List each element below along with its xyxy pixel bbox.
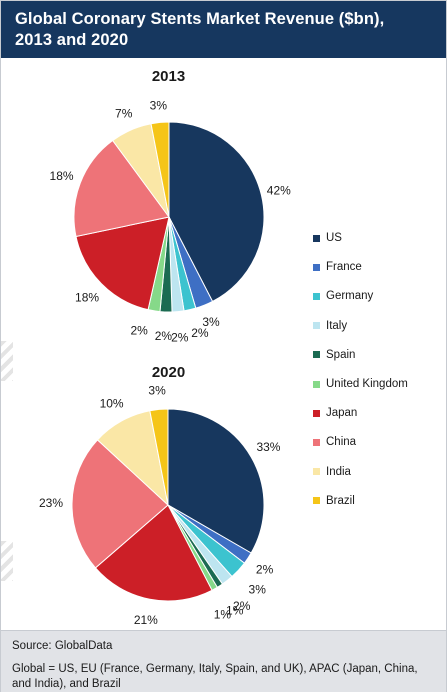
legend-item: Italy <box>313 319 347 333</box>
legend-item: Spain <box>313 348 355 362</box>
legend-swatch <box>313 409 320 417</box>
pie-label: 1% <box>214 607 232 621</box>
pie-label: 3% <box>150 99 168 113</box>
pie-label: 2% <box>233 599 251 613</box>
source-text: Source: GlobalData <box>12 640 113 652</box>
header-banner: Global Coronary Stents Market Revenue ($… <box>1 1 446 58</box>
decorative-hatch <box>1 341 13 381</box>
legend-swatch <box>313 292 320 300</box>
pie-label: 21% <box>134 613 158 627</box>
pie-label: 23% <box>39 496 63 510</box>
pie-slice-2020-brazil <box>149 408 169 506</box>
legend-label: Italy <box>326 319 348 332</box>
pie-label: 42% <box>267 183 291 197</box>
legend-item: United Kingdom <box>313 377 408 391</box>
pie-label: 2% <box>130 324 148 338</box>
legend-label: Germany <box>326 290 374 303</box>
pie-label: 3% <box>249 583 267 597</box>
pie-title-2013: 2013 <box>151 68 186 85</box>
legend-swatch <box>313 263 320 271</box>
legend-label: Japan <box>326 407 358 420</box>
footnote-text: Global = US, EU (France, Germany, Italy,… <box>12 663 418 690</box>
pie-label: 18% <box>50 169 74 183</box>
pie-slice-2020-us <box>167 408 265 554</box>
pie-slice-2020-china <box>71 439 169 569</box>
legend-label: Brazil <box>326 494 355 507</box>
legend-label: Spain <box>326 348 356 361</box>
pie-slice-2013-japan <box>75 216 170 311</box>
legend-item: Japan <box>313 406 357 420</box>
footer: Source: GlobalData Global = US, EU (Fran… <box>1 630 446 692</box>
pie-label: 2% <box>155 329 173 343</box>
pie-slice-2020-japan <box>94 504 213 602</box>
legend-item: France <box>313 260 362 274</box>
pie-title-2020: 2020 <box>151 364 186 381</box>
pie-slice-2013-brazil <box>150 121 170 218</box>
legend-swatch <box>313 438 320 446</box>
legend-item: US <box>313 231 342 245</box>
pie-slice-2013-china <box>73 139 170 238</box>
pie-label: 1% <box>226 604 244 618</box>
legend-item: China <box>313 435 356 449</box>
pie-label: 2% <box>171 330 189 344</box>
legend-label: France <box>326 261 362 274</box>
pie-label: 7% <box>115 106 133 120</box>
title-line-2: 2013 and 2020 <box>15 31 129 49</box>
pie-charts: 42%3%2%2%2%2%18%18%7%3%33%2%3%2%1%1%21%2… <box>39 99 291 627</box>
legend-swatch <box>313 468 320 476</box>
legend-label: US <box>326 232 342 244</box>
pie-label: 18% <box>75 291 99 305</box>
pie-label: 3% <box>148 384 166 398</box>
decorative-hatch <box>1 541 13 581</box>
pie-label: 33% <box>256 440 280 454</box>
title-line-1: Global Coronary Stents Market Revenue ($… <box>15 10 385 28</box>
legend-swatch <box>313 322 320 330</box>
legend-item: Germany <box>313 289 373 303</box>
legend-swatch <box>313 380 320 388</box>
legend-swatch <box>313 351 320 359</box>
legend-swatch <box>313 497 320 505</box>
legend-item: Brazil <box>313 494 355 508</box>
pie-label: 2% <box>256 562 274 576</box>
pie-label: 10% <box>100 397 124 411</box>
legend-item: India <box>313 465 351 479</box>
legend-label: India <box>326 465 351 478</box>
pie-label: 3% <box>202 315 220 329</box>
pie-slice-2013-us <box>168 121 265 303</box>
legend-swatch <box>313 234 320 242</box>
legend-label: United Kingdom <box>326 378 408 390</box>
pie-label: 2% <box>191 326 209 340</box>
legend-label: China <box>326 436 357 449</box>
